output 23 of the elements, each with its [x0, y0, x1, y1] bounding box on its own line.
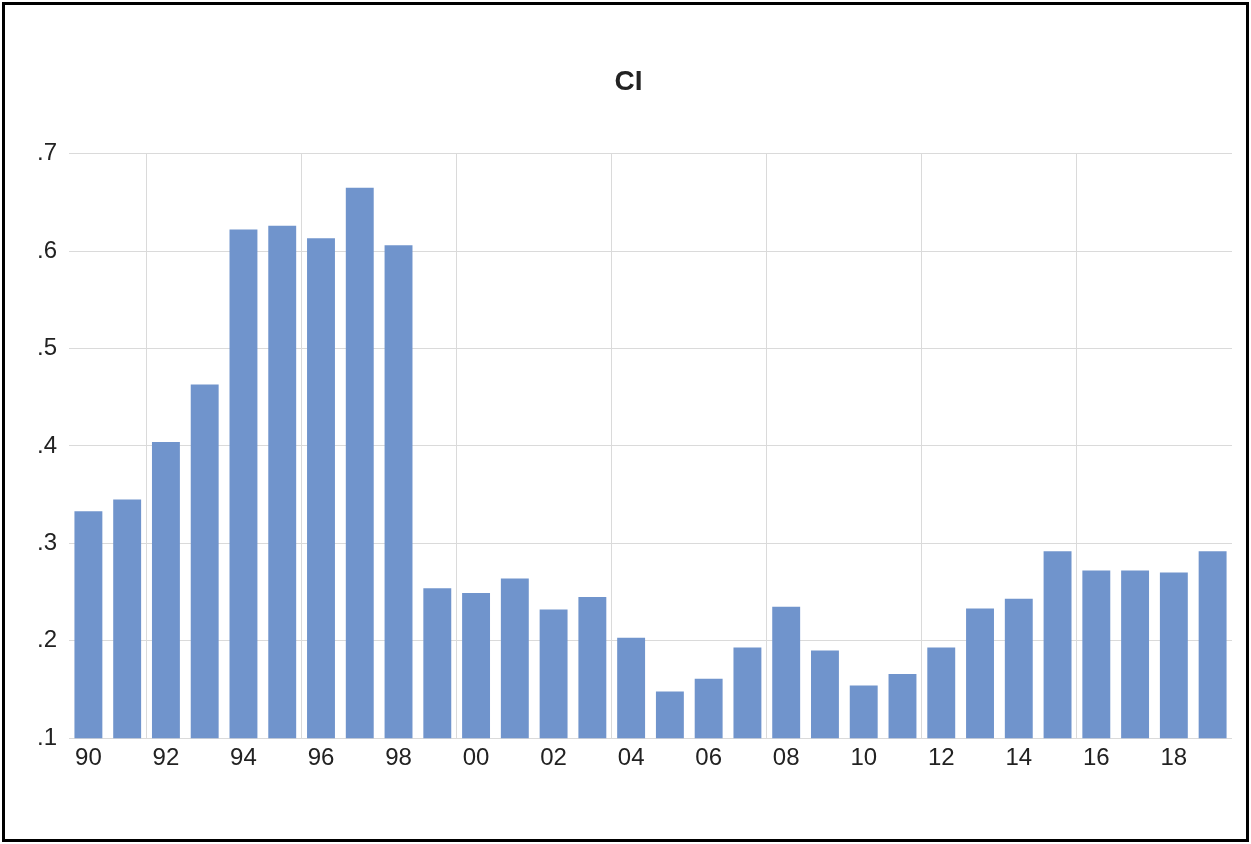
x-tick-label: 04 [617, 743, 645, 771]
y-tick-label: .3 [37, 527, 58, 555]
x-tick-label: 94 [230, 743, 257, 771]
x-tick-label: 12 [927, 743, 955, 771]
x-tick-label: 92 [152, 743, 180, 771]
y-tick-label: .2 [37, 625, 58, 653]
y-tick-label: .5 [37, 333, 58, 361]
y-tick-label: .7 [37, 138, 58, 166]
x-tick-label: 02 [540, 743, 567, 771]
x-tick-label: 90 [75, 743, 102, 771]
x-tick-label: 16 [1082, 743, 1110, 771]
y-tick-label: .1 [37, 722, 58, 750]
y-tick-label: .6 [37, 235, 58, 263]
x-tick-label: 96 [307, 743, 335, 771]
y-tick-label: .4 [37, 430, 58, 458]
x-tick-label: 18 [1160, 743, 1188, 771]
x-tick-label: 00 [462, 743, 490, 771]
x-tick-label: 06 [695, 743, 723, 771]
x-tick-label: 10 [850, 743, 878, 771]
x-tick-label: 08 [772, 743, 800, 771]
chart-title: CI [614, 64, 643, 96]
x-tick-label: 98 [385, 743, 412, 771]
x-tick-label: 14 [1005, 743, 1033, 771]
